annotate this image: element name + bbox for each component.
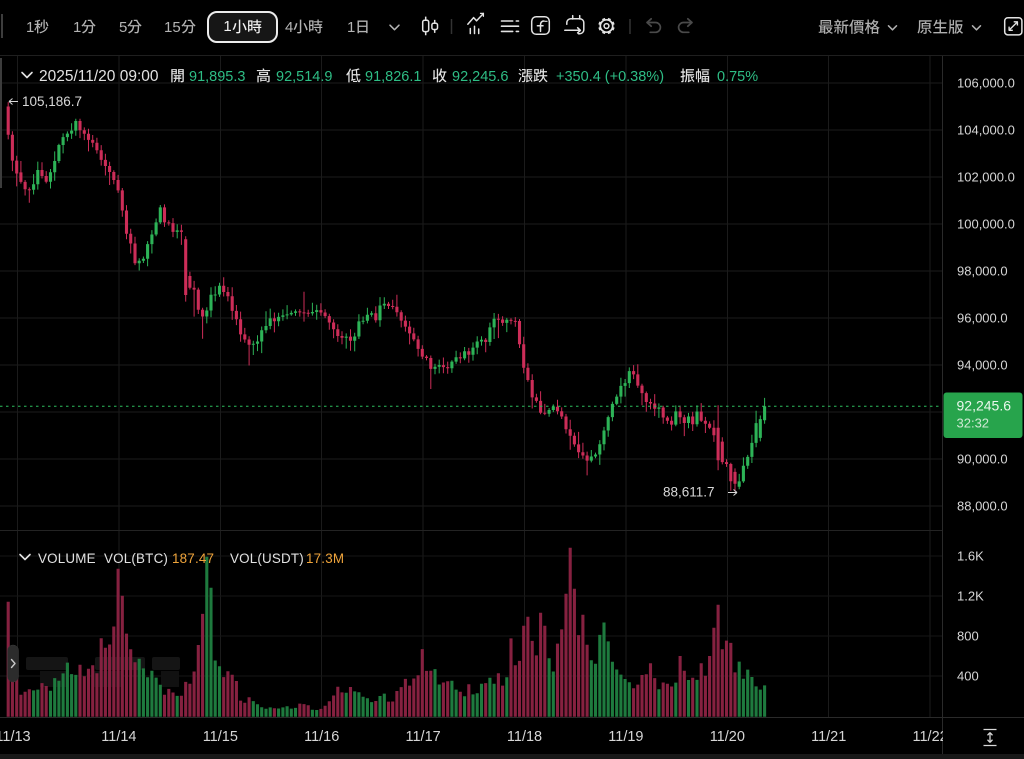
svg-text:88,000.0: 88,000.0 — [957, 499, 1008, 514]
svg-text:11/21: 11/21 — [811, 729, 846, 745]
svg-text:32:32: 32:32 — [957, 416, 990, 431]
svg-text:1.2K: 1.2K — [957, 589, 984, 604]
svg-text:100,000.0: 100,000.0 — [957, 217, 1015, 232]
svg-text:11/17: 11/17 — [405, 729, 440, 745]
svg-text:96,000.0: 96,000.0 — [957, 311, 1008, 326]
svg-text:92,245.6: 92,245.6 — [957, 398, 1012, 414]
svg-text:104,000.0: 104,000.0 — [957, 123, 1015, 138]
svg-text:11/16: 11/16 — [304, 729, 339, 745]
svg-text:94,000.0: 94,000.0 — [957, 358, 1008, 373]
svg-text:98,000.0: 98,000.0 — [957, 264, 1008, 279]
svg-text:11/13: 11/13 — [0, 729, 31, 745]
svg-text:1.6K: 1.6K — [957, 549, 984, 564]
svg-text:102,000.0: 102,000.0 — [957, 170, 1015, 185]
svg-text:11/20: 11/20 — [710, 729, 745, 745]
svg-text:105,186.7: 105,186.7 — [22, 94, 82, 109]
svg-text:11/22: 11/22 — [912, 729, 947, 745]
svg-text:11/14: 11/14 — [101, 729, 136, 745]
svg-text:11/19: 11/19 — [608, 729, 643, 745]
svg-text:11/18: 11/18 — [507, 729, 542, 745]
svg-text:88,611.7: 88,611.7 — [663, 485, 715, 500]
svg-text:106,000.0: 106,000.0 — [957, 76, 1015, 91]
svg-text:11/15: 11/15 — [203, 729, 238, 745]
svg-text:90,000.0: 90,000.0 — [957, 452, 1008, 467]
svg-text:400: 400 — [957, 669, 979, 684]
svg-text:800: 800 — [957, 629, 979, 644]
